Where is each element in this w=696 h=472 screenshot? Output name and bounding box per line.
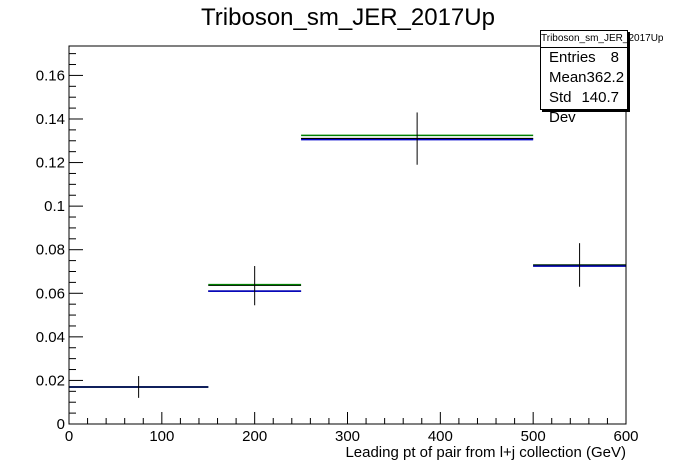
stats-box: Triboson_sm_JER_2017Up Entries 8 Mean 36… [540,30,663,126]
y-tick-label: 0.06 [36,285,65,302]
stats-entries-value: 8 [610,49,619,66]
x-tick-label: 100 [149,428,174,445]
x-axis-label: Leading pt of pair from l+j collection (… [345,444,626,461]
stats-mean-value: 362.2 [586,69,625,86]
stats-stddev-label: Std Dev [549,89,576,126]
x-tick-label: 500 [521,428,546,445]
y-tick-label: 0.16 [36,67,65,84]
x-tick-label: 0 [65,428,73,445]
y-tick-label: 0 [57,416,65,433]
stats-stddev-value: 140.7 [581,89,619,106]
y-tick-label: 0.12 [36,155,65,172]
stats-mean-label: Mean [549,69,587,86]
x-tick-label: 400 [428,428,453,445]
y-tick-label: 0.08 [36,242,65,259]
stats-row-entries: Entries 8 [541,48,627,68]
x-tick-label: 200 [242,428,267,445]
stats-row-mean: Mean 362.2 [541,68,627,88]
y-tick-label: 0.1 [44,198,65,215]
x-tick-label: 300 [335,428,360,445]
stats-row-stddev: Std Dev 140.7 [541,88,627,126]
y-tick-label: 0.02 [36,372,65,389]
y-tick-label: 0.14 [36,111,65,128]
stats-box-name: Triboson_sm_JER_2017Up [541,31,663,48]
x-tick-label: 600 [613,428,638,445]
stats-entries-label: Entries [549,49,596,66]
y-tick-label: 0.04 [36,329,65,346]
chart-title: Triboson_sm_JER_2017Up [201,4,495,31]
